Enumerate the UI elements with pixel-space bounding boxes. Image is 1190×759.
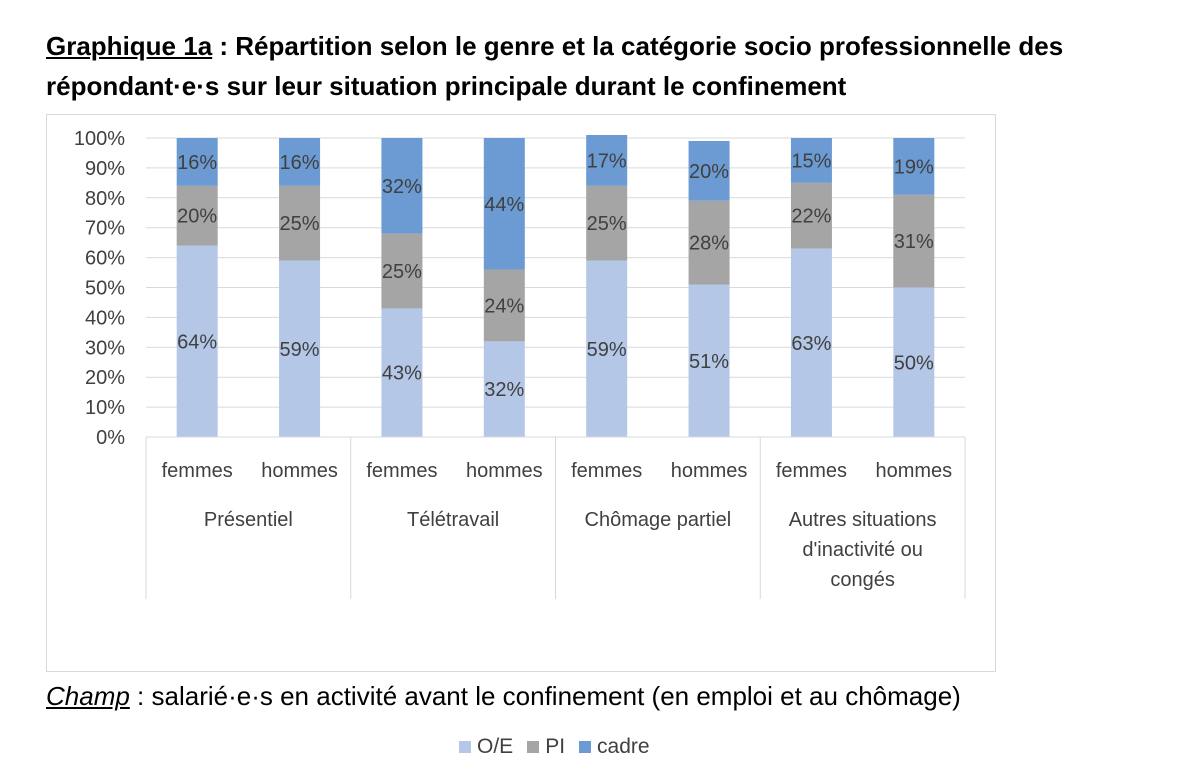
bar-segment-pi [176, 185, 218, 246]
field-note-text: : salarié·e·s en activité avant le confi… [129, 681, 961, 711]
y-tick-label: 20% [85, 367, 125, 389]
chart-area: 0% 10% 20% 30% 40% 50% 60% 70% 80% 90% 100% 64% 20% 1… [46, 114, 996, 758]
bar-segment-o-e [176, 245, 218, 437]
data-label: 24% [484, 295, 524, 317]
bar-segment-cadre [176, 138, 218, 186]
bar-segment-o-e [586, 260, 628, 437]
chart-legend: O/E PI cadre [459, 735, 664, 759]
legend-item-cadre: cadre [579, 735, 650, 759]
y-tick-label: 10% [85, 397, 125, 419]
chart-title-text: : Répartition selon le genre et la catég… [46, 31, 1064, 101]
x-category-label: hommes [671, 460, 748, 482]
stacked-bar-chart: 0% 10% 20% 30% 40% 50% 60% 70% 80% 90% 100% 64% 20% 1… [74, 128, 966, 599]
legend-label: PI [545, 735, 566, 758]
data-label: 16% [280, 152, 320, 174]
bar-segment-o-e [381, 308, 423, 437]
x-group-label: Autres situations d'inactivité ou congés [789, 509, 937, 591]
data-label: 32% [484, 379, 524, 401]
bar-segment-pi [586, 185, 628, 261]
x-group-label: Télétravail [407, 509, 499, 531]
data-label: 15% [791, 150, 831, 172]
field-note: Champ : salarié·e·s en activité avant le… [46, 678, 961, 714]
field-note-prefix: Champ [46, 681, 130, 711]
bar-segment-o-e [483, 341, 525, 437]
bar-segment-pi [279, 185, 321, 261]
data-label: 20% [177, 206, 217, 228]
data-label: 25% [382, 261, 422, 283]
bar-segment-o-e [688, 284, 730, 437]
bar-segment-pi [790, 182, 832, 249]
x-group-label: Présentiel [204, 509, 293, 531]
y-tick-label: 100% [74, 128, 125, 150]
legend-item-pi: PI [527, 735, 565, 759]
x-category-label: femmes [776, 460, 847, 482]
data-label: 43% [382, 363, 422, 385]
legend-item-o-e: O/E [459, 735, 513, 759]
bar-segment-cadre [790, 138, 832, 183]
data-label: 64% [177, 331, 217, 353]
data-label: 32% [382, 176, 422, 198]
legend-label: cadre [597, 735, 650, 758]
x-category-label: hommes [875, 460, 952, 482]
y-tick-label: 0% [96, 427, 125, 449]
legend-label: O/E [477, 735, 514, 758]
chart-title-prefix: Graphique 1a [46, 31, 213, 61]
bar-segment-cadre [688, 140, 730, 201]
bar-segment-pi [893, 194, 935, 288]
y-tick-label: 30% [85, 337, 125, 359]
bar-segment-o-e [790, 248, 832, 437]
y-tick-label: 60% [85, 248, 125, 270]
bar-segment-pi [688, 200, 730, 285]
y-tick-label: 90% [85, 158, 125, 180]
bar-segment-cadre [893, 138, 935, 195]
data-label: 51% [689, 351, 729, 373]
x-category-label: femmes [366, 460, 437, 482]
bar-segment-o-e [893, 287, 935, 437]
data-label: 25% [587, 213, 627, 235]
x-category-label: femmes [571, 460, 642, 482]
x-category-label: hommes [466, 460, 543, 482]
data-label: 44% [484, 194, 524, 216]
bar-segment-cadre [586, 135, 628, 186]
data-label: 25% [280, 213, 320, 235]
data-label: 59% [587, 339, 627, 361]
bar-segment-pi [381, 233, 423, 309]
legend-swatch [527, 741, 540, 753]
data-label: 31% [894, 231, 934, 253]
legend-swatch [579, 741, 592, 753]
bar-segment-cadre [381, 138, 423, 234]
bar-segment-o-e [279, 260, 321, 437]
y-tick-label: 40% [85, 307, 125, 329]
data-label: 17% [587, 150, 627, 172]
data-label: 20% [689, 161, 729, 183]
chart-title: Graphique 1a : Répartition selon le genr… [46, 26, 1166, 106]
x-category-label: femmes [162, 460, 233, 482]
data-label: 19% [894, 156, 934, 178]
data-label: 63% [791, 333, 831, 355]
data-label: 22% [791, 206, 831, 228]
data-label: 28% [689, 233, 729, 255]
y-tick-label: 80% [85, 188, 125, 210]
legend-swatch [459, 741, 471, 753]
data-label: 59% [280, 339, 320, 361]
bar-segment-cadre [483, 138, 525, 270]
x-group-label: Chômage partiel [585, 509, 732, 531]
data-label: 16% [177, 152, 217, 174]
y-tick-label: 70% [85, 218, 125, 240]
bar-segment-cadre [279, 138, 321, 186]
y-tick-label: 50% [85, 278, 125, 300]
data-label: 50% [894, 352, 934, 374]
bar-segment-pi [483, 269, 525, 342]
x-category-label: hommes [261, 460, 338, 482]
